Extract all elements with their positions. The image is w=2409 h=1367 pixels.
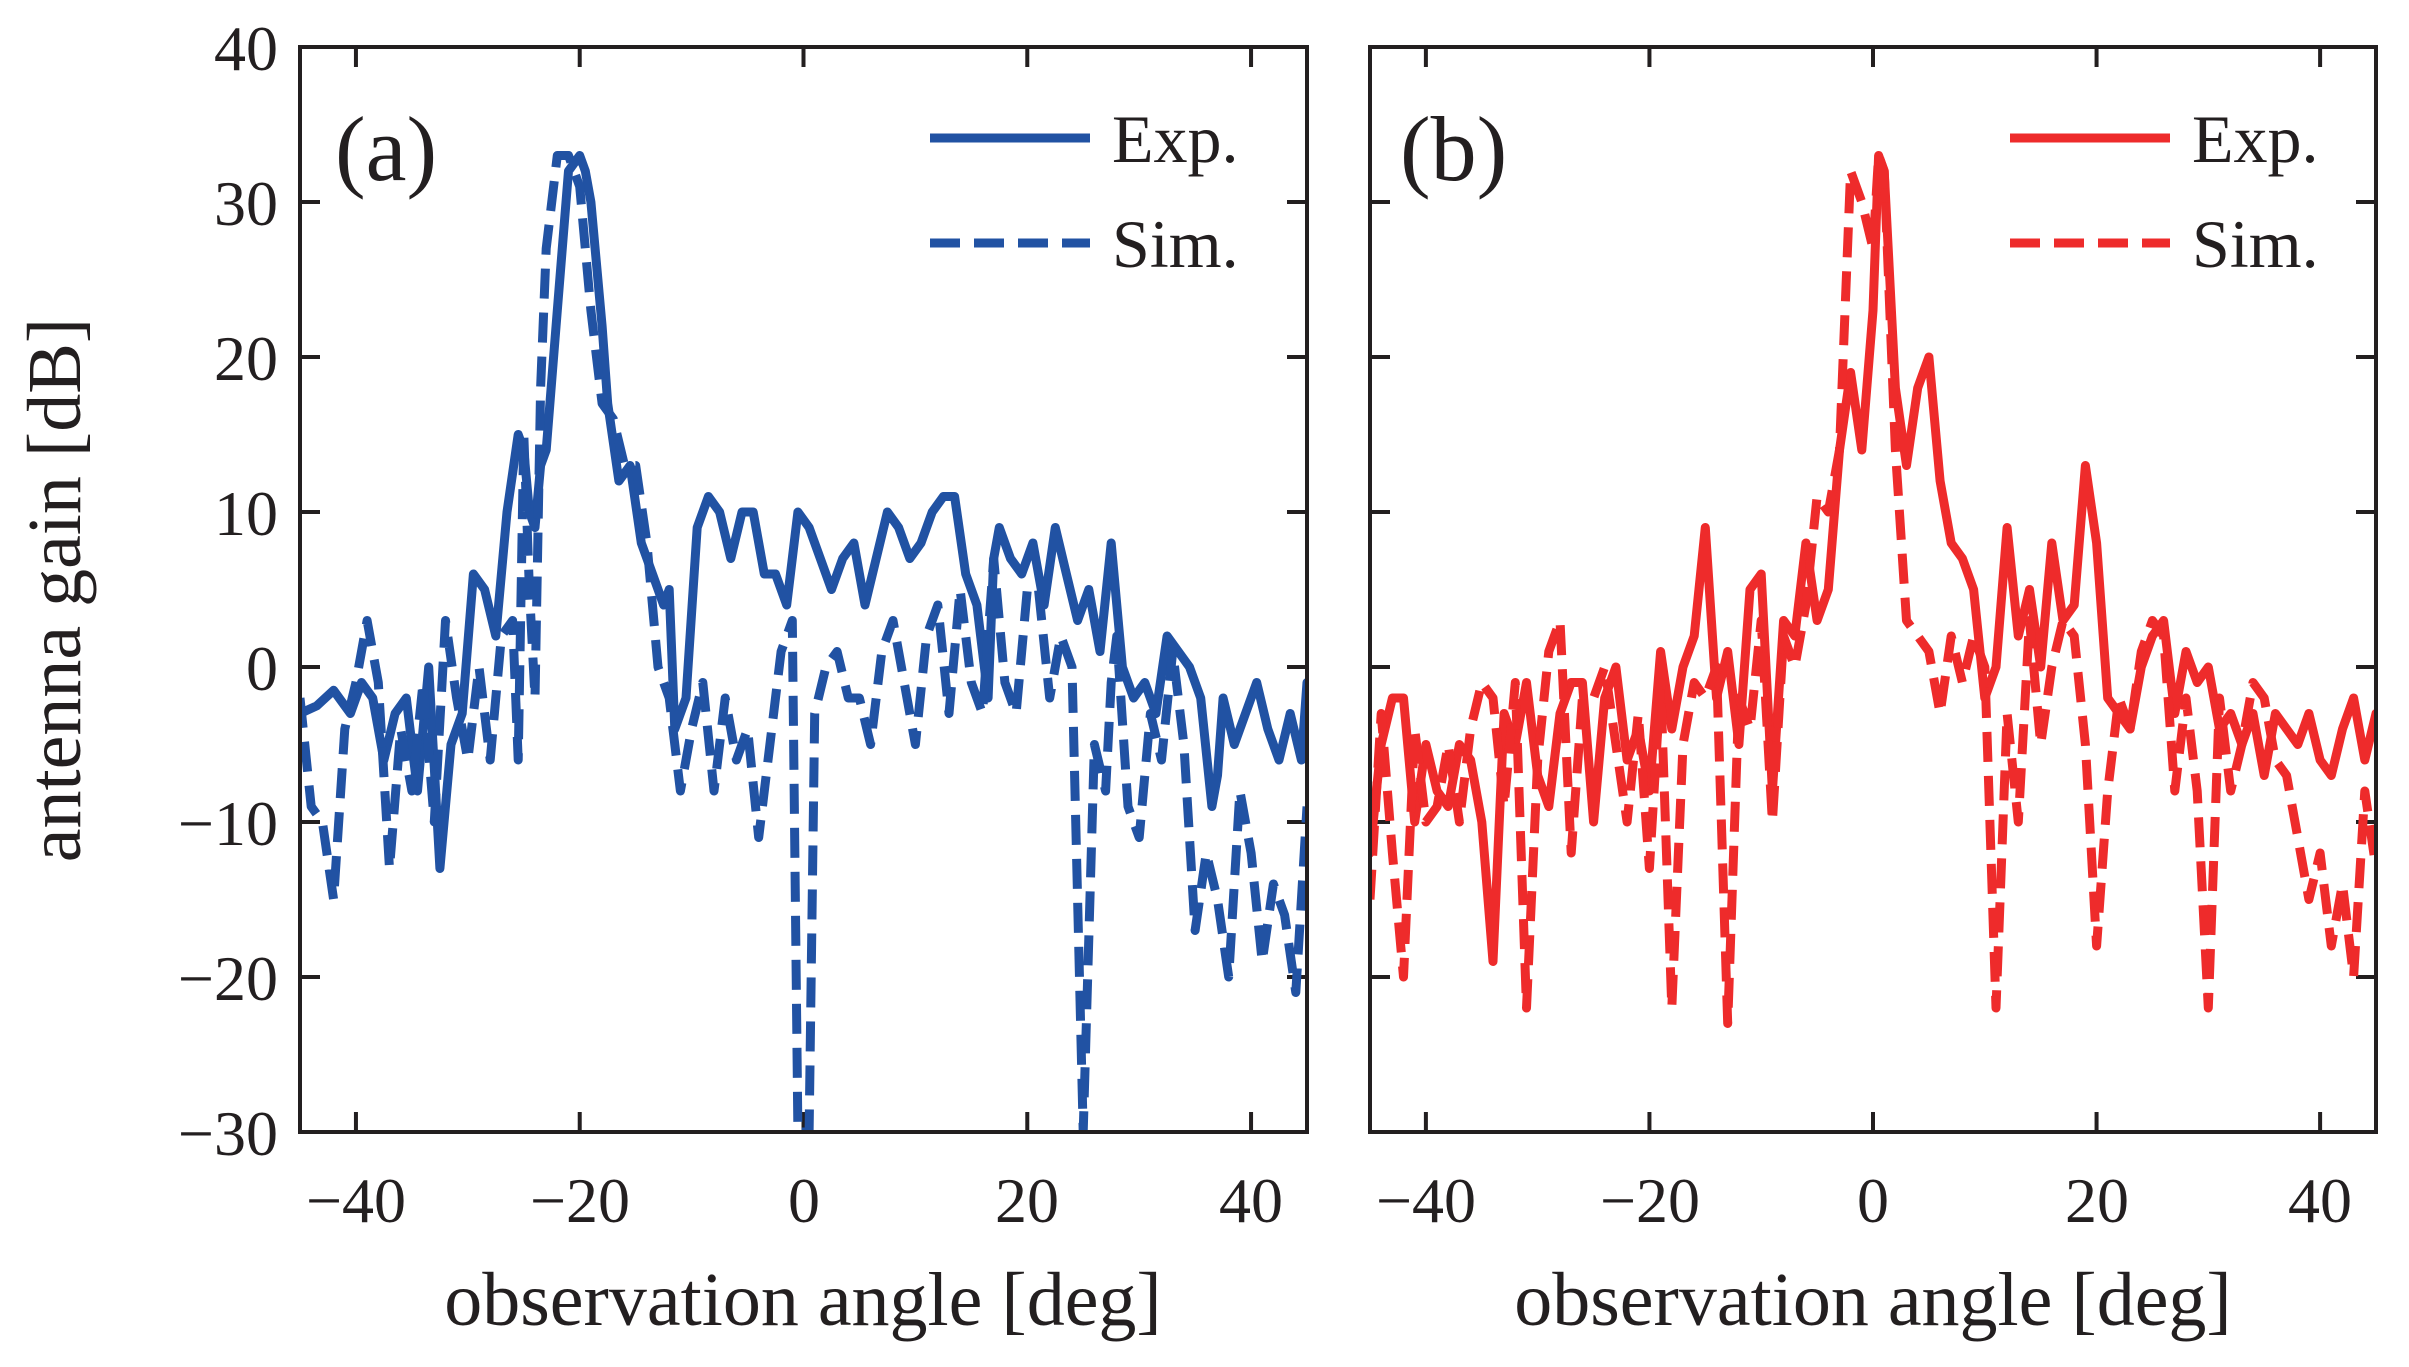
panel-b: (b) Exp. Sim. −40 −20 0 20 40 observatio…: [1368, 45, 2378, 1342]
y-tick-label: 10: [214, 478, 278, 549]
y-tick-label: 0: [246, 633, 278, 704]
x-tick-label: 0: [1857, 1165, 1889, 1236]
x-axis-title-a: observation angle [deg]: [444, 1258, 1162, 1342]
x-tick-labels-b: −40 −20 0 20 40: [1376, 1165, 2352, 1236]
plot-frame-a: [298, 45, 1309, 1134]
legend-a-sim-label: Sim.: [1112, 206, 1239, 282]
y-tick-label: −30: [178, 1098, 278, 1169]
y-tick-label: 20: [214, 323, 278, 394]
x-tick-label: 40: [1219, 1165, 1283, 1236]
legend-a: Exp. Sim.: [930, 101, 1239, 282]
y-tick-label: −20: [178, 943, 278, 1014]
legend-b: Exp. Sim.: [2010, 101, 2319, 282]
panel-label-a: (a): [335, 98, 437, 200]
y-tick-label: −10: [178, 788, 278, 859]
x-tick-label: 20: [2065, 1165, 2129, 1236]
x-tick-labels-a: −40 −20 0 20 40: [306, 1165, 1283, 1236]
y-tick-label: 40: [214, 13, 278, 84]
legend-a-exp-label: Exp.: [1112, 101, 1239, 177]
y-tick-labels: 40 30 20 10 0 −10 −20 −30: [178, 13, 278, 1169]
series-b-sim: [1370, 151, 2376, 1028]
legend-b-exp-label: Exp.: [2192, 101, 2319, 177]
x-tick-label: −20: [1600, 1165, 1700, 1236]
panel-label-b: (b): [1400, 98, 1507, 200]
panel-a: (a) Exp. Sim. −40 −20 0 20 40 observatio…: [298, 45, 1309, 1342]
y-tick-label: 30: [214, 168, 278, 239]
legend-b-sim-label: Sim.: [2192, 206, 2319, 282]
x-tick-label: −40: [1376, 1165, 1476, 1236]
x-tick-label: −20: [530, 1165, 630, 1236]
x-tick-label: 0: [788, 1165, 820, 1236]
x-tick-label: 20: [995, 1165, 1059, 1236]
x-tick-label: 40: [2288, 1165, 2352, 1236]
x-axis-title-b: observation angle [deg]: [1514, 1258, 2232, 1342]
y-axis-title: antenna gain [dB]: [13, 318, 97, 862]
series-a-sim: [300, 151, 1307, 1132]
x-tick-label: −40: [306, 1165, 406, 1236]
series-a-exp: [300, 151, 1307, 873]
plot-frame-b: [1368, 45, 2378, 1134]
